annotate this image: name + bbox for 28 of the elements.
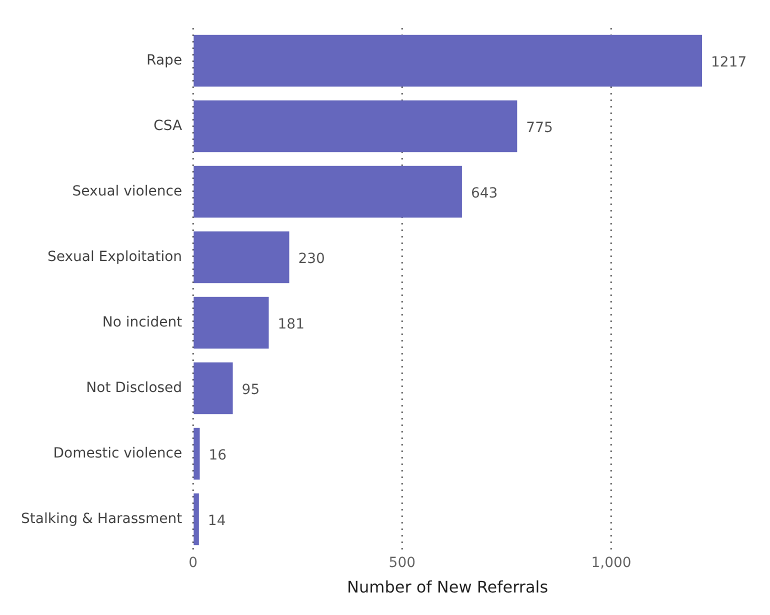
y-tick-label: Sexual violence	[72, 183, 182, 200]
bar	[194, 428, 200, 480]
y-tick-label: Domestic violence	[53, 445, 182, 462]
bar	[194, 493, 199, 546]
bar	[194, 166, 462, 218]
data-label: 95	[242, 382, 260, 398]
x-tick-label: 500	[388, 555, 416, 572]
y-tick-label: Stalking & Harassment	[21, 510, 183, 527]
y-tick-label: No incident	[102, 314, 183, 330]
bar	[194, 34, 702, 87]
bar	[194, 231, 290, 284]
y-tick-label: Sexual Exploitation	[47, 248, 182, 265]
bar	[194, 100, 518, 152]
bar	[194, 296, 269, 349]
data-label: 230	[298, 250, 325, 267]
x-axis-title: Number of New Referrals	[347, 578, 548, 597]
data-label: 14	[208, 512, 226, 529]
y-tick-label: Not Disclosed	[86, 380, 182, 396]
data-label: 181	[278, 316, 304, 332]
data-label: 643	[470, 185, 498, 202]
y-tick-label: Rape	[146, 52, 182, 68]
data-label: 1217	[711, 54, 747, 70]
data-label: 16	[208, 447, 227, 464]
x-tick-label: 1,000	[591, 555, 632, 572]
x-tick-label: 0	[188, 555, 198, 572]
bar	[194, 362, 233, 414]
y-tick-label: CSA	[154, 118, 182, 134]
data-label: 775	[526, 120, 553, 136]
